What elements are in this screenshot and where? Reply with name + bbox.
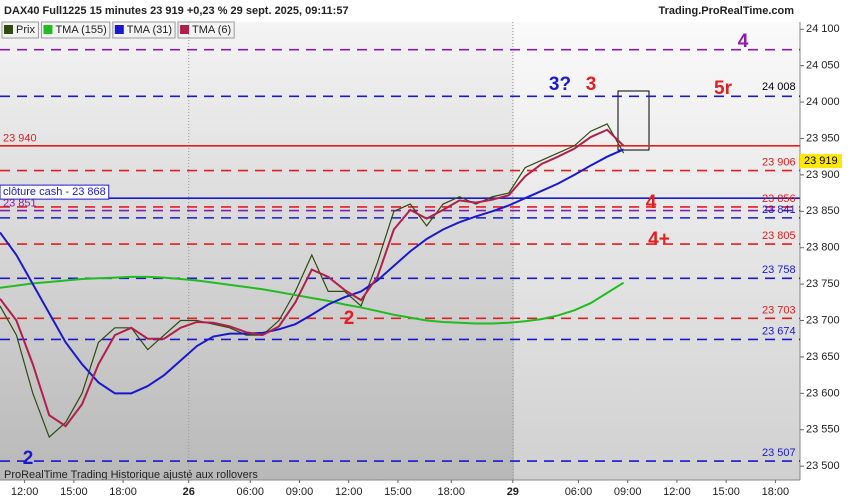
y-tick-label: 24 100 [806, 23, 840, 35]
y-tick-label: 23 750 [806, 278, 840, 290]
plot-layer [0, 22, 800, 480]
x-tick-label: 09:00 [286, 486, 314, 498]
series-line [0, 123, 625, 439]
x-tick-label: 09:00 [614, 486, 642, 498]
y-tick-label: 24 000 [806, 96, 840, 108]
legend-entry: TMA (155) [40, 21, 111, 39]
level-label: 23 906 [762, 156, 796, 168]
y-tick-label: 23 800 [806, 242, 840, 254]
y-tick-label: 23 700 [806, 314, 840, 326]
plot-background-today [514, 22, 800, 480]
legend-entry: Prix [1, 21, 39, 39]
legend-label: TMA (31) [127, 24, 172, 36]
level-label: 23 805 [762, 230, 796, 242]
level-label: 23 674 [762, 325, 796, 337]
annotation: 4 [738, 31, 749, 52]
annotation: 4 [646, 192, 657, 213]
annotation: 2 [23, 448, 34, 469]
level-label: 23 507 [762, 447, 796, 459]
legend-label: TMA (6) [192, 24, 231, 36]
y-tick-label: 23 550 [806, 424, 840, 436]
current-price-box [800, 154, 842, 169]
legend-swatch [43, 25, 53, 34]
legend-frame [1, 21, 39, 39]
level-label: 23 851 [3, 197, 37, 209]
x-tick-label: 06:00 [565, 486, 593, 498]
x-tick-label: 18:00 [438, 486, 466, 498]
x-tick-label: 15:00 [384, 486, 412, 498]
legend-frame [177, 21, 235, 39]
x-tick-label: 15:00 [60, 486, 88, 498]
x-tick-label: 12:00 [663, 486, 691, 498]
chart-title: DAX40 Full1225 15 minutes 23 919 +0,23 %… [4, 5, 349, 17]
x-tick-label: 06:00 [236, 486, 264, 498]
y-axis-area [800, 0, 850, 500]
annotation: 5r [714, 78, 733, 99]
legend-swatch [4, 25, 13, 34]
level-label: 23 841 [762, 204, 796, 216]
x-tick-label: 29 [507, 486, 519, 498]
series-line [0, 148, 624, 395]
level-label: 23 940 [3, 133, 37, 145]
legend-swatch [180, 25, 190, 34]
current-price-label: 23 919 [804, 155, 838, 167]
footer: ProRealTime Trading Historique ajusté au… [4, 469, 258, 481]
y-tick-label: 23 900 [806, 169, 840, 181]
annotation: 3 [586, 74, 597, 95]
y-tick-label: 23 500 [806, 460, 840, 472]
level-label: clôture cash - 23 868 [3, 186, 106, 198]
y-tick-label: 23 600 [806, 387, 840, 399]
x-tick-label: 12:00 [11, 486, 39, 498]
y-tick-label: 23 650 [806, 351, 840, 363]
level-label: 24 008 [762, 81, 796, 93]
annotation: 4+ [648, 229, 670, 250]
y-tick-label: 24 050 [806, 60, 840, 72]
x-tick-label: 12:00 [335, 486, 363, 498]
source: Trading.ProRealTime.com [658, 5, 794, 17]
annotation: 2 [344, 308, 355, 329]
x-tick-label: 18:00 [109, 486, 137, 498]
legend-entry: TMA (6) [177, 21, 235, 39]
legend-swatch [114, 25, 124, 34]
range-box [617, 90, 650, 151]
level-label-box [0, 184, 110, 200]
level-label: 23 703 [762, 304, 796, 316]
series-line [0, 275, 625, 325]
level-label: 23 856 [762, 193, 796, 205]
series-line [0, 128, 625, 428]
y-tick-label: 23 950 [806, 132, 840, 144]
x-tick-label: 15:00 [712, 486, 740, 498]
legend-frame [40, 21, 111, 39]
level-label: 23 758 [762, 264, 796, 276]
y-tick-label: 23 850 [806, 205, 840, 217]
legend-entry: TMA (31) [112, 21, 176, 39]
legend-frame [112, 21, 176, 39]
annotation: 3? [549, 74, 571, 95]
x-tick-label: 18:00 [762, 486, 790, 498]
legend-label: Prix [16, 24, 35, 36]
x-tick-label: 26 [183, 486, 195, 498]
legend-label: TMA (155) [55, 24, 106, 36]
